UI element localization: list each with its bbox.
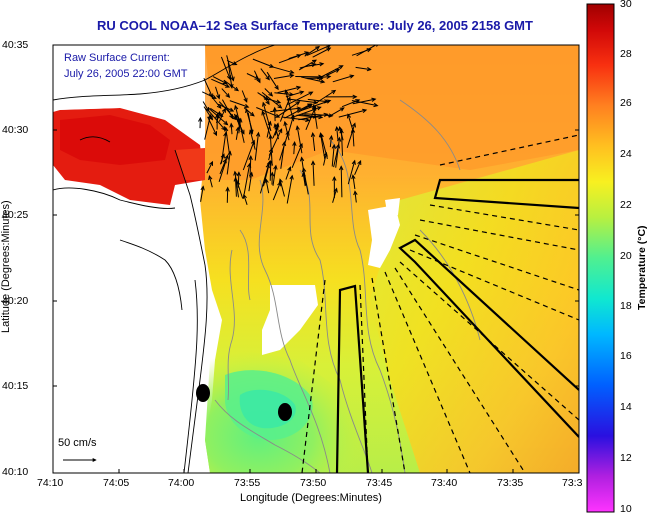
colorbar-tick: 22 (620, 199, 632, 211)
colorbar-tick: 30 (620, 0, 632, 10)
y-tick-label: 40:35 (2, 39, 28, 51)
x-tick-label: 73:40 (431, 477, 457, 489)
x-tick-label: 73:3 (562, 477, 582, 489)
colorbar-tick: 24 (620, 148, 632, 160)
current-label-line1: Raw Surface Current: (64, 52, 170, 64)
colorbar (587, 4, 614, 512)
scale-label: 50 cm/s (58, 437, 97, 449)
sst-field (53, 43, 579, 473)
x-tick-label: 74:05 (103, 477, 129, 489)
x-tick-label: 73:55 (234, 477, 260, 489)
x-axis-label: Longitude (Degrees:Minutes) (240, 492, 382, 504)
colorbar-tick: 10 (620, 503, 632, 515)
map-title: RU COOL NOAA–12 Sea Surface Temperature:… (50, 18, 580, 33)
colorbar-tick: 16 (620, 350, 632, 362)
x-tick-label: 74:10 (37, 477, 63, 489)
station-marker (278, 403, 292, 421)
colorbar-tick: 28 (620, 48, 632, 60)
x-tick-label: 74:00 (168, 477, 194, 489)
x-tick-label: 73:35 (497, 477, 523, 489)
x-tick-label: 73:50 (300, 477, 326, 489)
x-tick-label: 73:45 (366, 477, 392, 489)
y-axis-label: Latitude (Degrees:Minutes) (0, 200, 12, 333)
colorbar-tick: 18 (620, 300, 632, 312)
y-tick-label: 40:15 (2, 380, 28, 392)
colorbar-label: Temperature (°C) (636, 225, 648, 310)
colorbar-tick: 12 (620, 452, 632, 464)
station-marker (196, 384, 210, 402)
current-vector (341, 166, 342, 197)
current-label-line2: July 26, 2005 22:00 GMT (64, 68, 188, 80)
colorbar-tick: 20 (620, 250, 632, 262)
y-tick-label: 40:30 (2, 124, 28, 136)
colorbar-tick: 26 (620, 97, 632, 109)
y-tick-label: 40:10 (2, 466, 28, 478)
colorbar-tick: 14 (620, 401, 632, 413)
